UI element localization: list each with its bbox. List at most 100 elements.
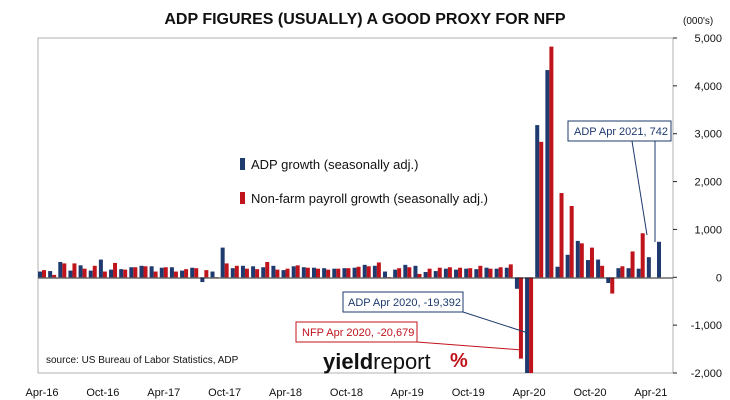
nfp-bar-Jul-17 <box>194 268 199 278</box>
adp-bar-Jun-17 <box>180 270 185 278</box>
adp-bar-Oct-19 <box>464 268 469 278</box>
annotation-adp-apr-2021: ADP Apr 2021, 742 <box>567 120 672 242</box>
y-tick-label: 1,000 <box>694 224 722 236</box>
nfp-bar-Apr-18 <box>285 268 290 278</box>
nfp-bar-Jun-18 <box>305 267 310 278</box>
nfp-bar-Feb-20 <box>508 264 513 278</box>
nfp-bar-Mar-21 <box>640 233 645 278</box>
nfp-bar-Nov-20 <box>600 265 605 278</box>
nfp-bar-Apr-20 <box>529 277 534 373</box>
x-tick-label: Oct-19 <box>452 387 485 399</box>
nfp-bar-Apr-16 <box>42 270 46 278</box>
nfp-bar-Nov-19 <box>478 265 483 278</box>
adp-bar-Jun-16 <box>58 261 63 278</box>
nfp-bar-Oct-17 <box>224 263 229 278</box>
legend-swatch-nfp <box>240 192 245 204</box>
adp-bar-Dec-19 <box>484 267 489 278</box>
adp-bar-Feb-21 <box>626 268 631 278</box>
x-tick-label: Apr-21 <box>634 387 667 399</box>
annotation-leader <box>631 140 648 236</box>
nfp-bar-Aug-16 <box>82 268 87 278</box>
adp-bar-Nov-18 <box>352 267 357 278</box>
adp-bar-Apr-17 <box>159 267 164 278</box>
adp-bar-Sep-20 <box>575 240 580 278</box>
nfp-bar-Dec-18 <box>366 266 371 278</box>
adp-bar-Nov-16 <box>109 269 114 278</box>
adp-bar-Aug-18 <box>322 268 327 278</box>
adp-bar-Apr-20 <box>525 277 530 373</box>
adp-bar-Jul-16 <box>68 270 73 278</box>
adp-bar-Jul-19 <box>433 271 438 278</box>
x-axis: Apr-16 Oct-16 Apr-17 Oct-17 Apr-18 Oct-18 Apr-… <box>25 387 667 399</box>
nfp-bar-Sep-18 <box>336 268 341 278</box>
adp-bar-Oct-20 <box>585 260 590 278</box>
adp-bar-Jul-18 <box>311 267 316 278</box>
nfp-bar-Nov-17 <box>234 265 239 278</box>
bars-layer <box>38 46 661 373</box>
nfp-bar-Jul-18 <box>315 268 320 278</box>
adp-bar-Dec-17 <box>240 265 245 278</box>
nfp-bar-Sep-20 <box>579 243 584 278</box>
adp-bar-Aug-19 <box>443 268 448 278</box>
adp-bar-May-18 <box>291 266 296 278</box>
percent-icon: % <box>450 350 468 372</box>
annotation-box <box>295 321 418 343</box>
source-note: source: US Bureau of Labor Statistics, A… <box>46 355 239 366</box>
plot-area <box>37 37 674 374</box>
annotation-leader <box>462 311 529 334</box>
adp-bar-Apr-18 <box>281 270 286 278</box>
nfp-bar-Feb-17 <box>143 266 148 278</box>
nfp-bar-Jan-20 <box>498 267 503 278</box>
nfp-bar-Aug-17 <box>204 270 209 278</box>
x-tick-label: Apr-18 <box>269 387 302 399</box>
brand-text: yieldreport <box>323 349 431 374</box>
adp-bar-Nov-17 <box>230 268 235 278</box>
nfp-bar-Nov-16 <box>113 262 118 278</box>
adp-bar-Jan-20 <box>494 268 499 278</box>
adp-bar-Dec-20 <box>606 277 611 284</box>
adp-bar-Feb-17 <box>139 265 144 278</box>
nfp-bar-May-16 <box>52 274 57 278</box>
nfp-bar-Mar-20 <box>518 277 523 359</box>
adp-bar-Jun-20 <box>545 70 550 278</box>
annotation-leader <box>416 341 523 351</box>
nfp-bar-Jan-21 <box>620 266 625 278</box>
adp-bar-Oct-17 <box>220 247 225 278</box>
y-axis-unit: (000's) <box>683 16 713 27</box>
adp-bar-Aug-17 <box>200 277 205 283</box>
adp-bar-Jan-21 <box>616 268 621 278</box>
adp-bar-Feb-20 <box>504 267 509 278</box>
nfp-bar-May-17 <box>173 271 178 278</box>
nfp-bar-Jan-17 <box>133 267 138 278</box>
x-tick-label: Apr-20 <box>513 387 546 399</box>
y-tick-label: 2,000 <box>694 177 722 189</box>
nfp-bar-Oct-19 <box>468 268 473 278</box>
adp-bar-May-19 <box>413 265 418 278</box>
adp-bar-Mar-17 <box>149 266 154 278</box>
adp-bar-Dec-18 <box>362 264 367 278</box>
y-tick-label: 3,000 <box>694 129 722 141</box>
adp-bar-Aug-20 <box>565 254 570 278</box>
adp-bar-May-20 <box>535 125 540 278</box>
adp-bar-Jun-18 <box>301 267 306 278</box>
nfp-bar-Jan-18 <box>255 269 260 278</box>
nfp-bar-Nov-18 <box>356 266 361 278</box>
nfp-bar-Feb-18 <box>265 261 270 278</box>
legend-label-nfp: Non-farm payroll growth (seasonally adj.… <box>251 191 488 206</box>
nfp-bar-Sep-16 <box>92 265 97 278</box>
adp-bar-Jan-17 <box>129 267 134 278</box>
adp-bar-Feb-18 <box>261 267 266 278</box>
y-tick-label: -2,000 <box>691 368 722 380</box>
nfp-bar-Oct-18 <box>346 268 351 278</box>
nfp-bar-May-18 <box>295 265 300 278</box>
adp-bar-Nov-20 <box>596 259 601 278</box>
adp-bar-Jan-18 <box>251 266 256 278</box>
nfp-bar-Mar-19 <box>397 268 402 278</box>
adp-bar-Aug-16 <box>78 265 83 278</box>
x-tick-label: Oct-18 <box>330 387 363 399</box>
adp-bar-Apr-19 <box>403 264 408 278</box>
nfp-bar-Jul-20 <box>559 193 564 278</box>
nfp-bar-Apr-19 <box>407 267 412 278</box>
adp-bar-Jul-20 <box>555 266 560 278</box>
